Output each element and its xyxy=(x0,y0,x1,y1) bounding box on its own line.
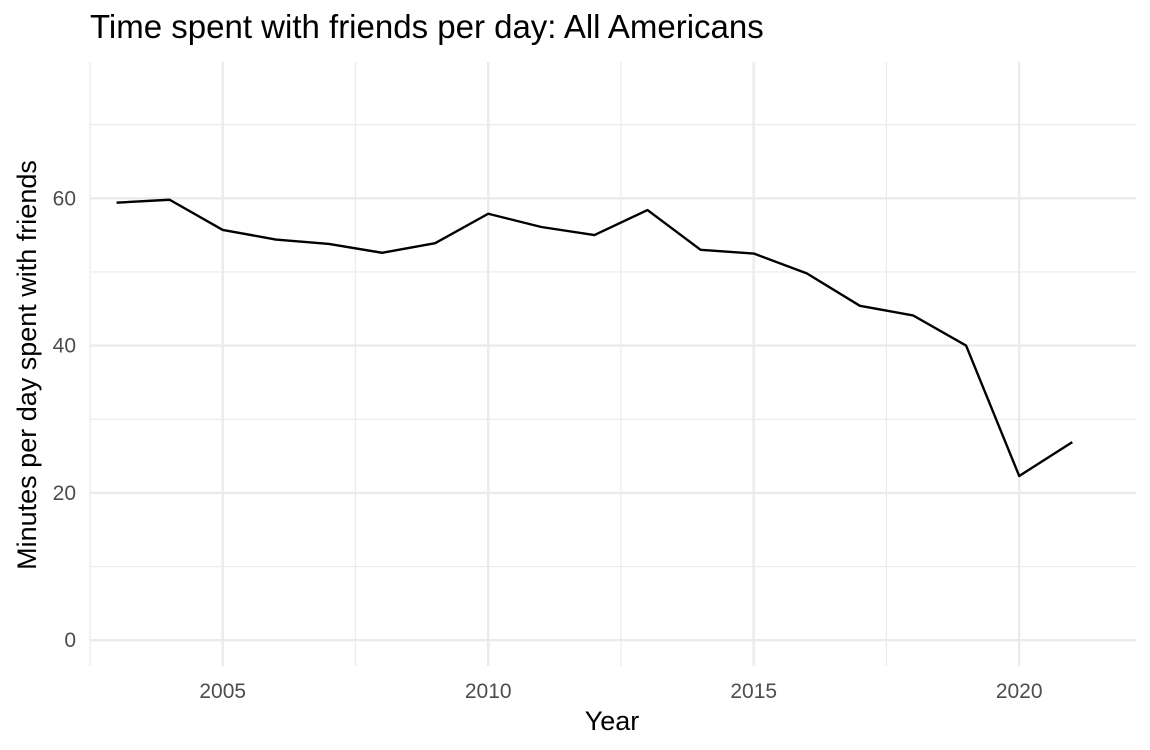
major-gridlines xyxy=(90,62,1136,666)
series-line xyxy=(116,198,1073,478)
y-tick-label: 20 xyxy=(53,482,76,505)
series-layer xyxy=(116,198,1073,478)
y-tick-label: 60 xyxy=(53,187,76,210)
y-tick-label: 40 xyxy=(53,335,76,358)
y-tick-label: 0 xyxy=(64,629,76,652)
minor-gridlines xyxy=(89,62,1136,666)
chart-title: Time spent with friends per day: All Ame… xyxy=(90,8,764,45)
x-axis-tick-labels: 2005 2010 2015 2020 xyxy=(199,680,1042,703)
y-axis-title: Minutes per day spent with friends xyxy=(12,160,42,570)
y-axis-tick-labels: 0 20 40 60 xyxy=(53,187,76,652)
x-tick-label: 2005 xyxy=(199,680,246,703)
x-axis-title: Year xyxy=(585,706,640,736)
x-tick-label: 2020 xyxy=(996,680,1043,703)
x-tick-label: 2015 xyxy=(730,680,777,703)
x-tick-label: 2010 xyxy=(465,680,512,703)
